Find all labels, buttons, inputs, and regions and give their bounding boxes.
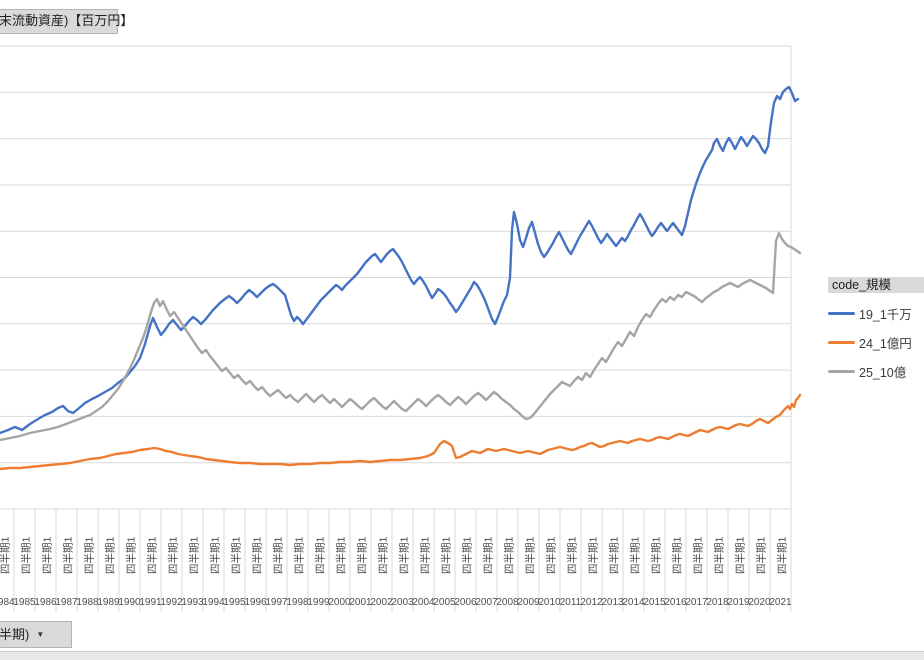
x-axis-year-label: 2010: [538, 597, 561, 608]
x-axis-quarter-label: 四半期1: [734, 537, 747, 574]
x-axis-quarter-label: 四半期1: [503, 537, 516, 574]
legend-item: 25_10億: [828, 364, 907, 380]
x-axis-year-label: 1991: [139, 597, 162, 608]
x-axis-year-label: 2005: [433, 597, 456, 608]
x-axis-quarter-label: 四半期1: [356, 537, 369, 574]
x-axis-quarter-label: 四半期1: [566, 537, 579, 574]
x-axis-year-label: 2017: [685, 597, 708, 608]
value-field-button[interactable]: 末流動資産)【百万円】: [0, 9, 133, 34]
legend-item: 19_1千万: [828, 306, 912, 322]
x-axis-quarter-label: 四半期1: [545, 537, 558, 574]
x-axis-year-label: 2020: [748, 597, 771, 608]
x-axis-quarter-label: 四半期1: [20, 537, 33, 574]
x-axis-quarter-label: 四半期1: [440, 537, 453, 574]
x-axis-year-label: 2014: [622, 597, 645, 608]
x-axis-quarter-label: 四半期1: [230, 537, 243, 574]
x-axis-quarter-label: 四半期1: [272, 537, 285, 574]
x-axis-year-label: 2006: [454, 597, 477, 608]
legend-line-swatch: [828, 369, 855, 373]
x-axis-quarter-label: 四半期1: [125, 537, 138, 574]
x-axis-year-label: 1994: [202, 597, 225, 608]
x-axis-year-label: 2000: [328, 597, 351, 608]
legend-item-label: 19_1千万: [859, 307, 912, 322]
x-axis-year-label: 1987: [55, 597, 78, 608]
x-axis-year-label: 2016: [664, 597, 687, 608]
legend-line-swatch: [828, 340, 855, 344]
x-axis-year-label: 2007: [475, 597, 498, 608]
x-axis-year-label: 1995: [223, 597, 246, 608]
x-axis-year-label: 2004: [412, 597, 435, 608]
x-axis-quarter-label: 四半期1: [587, 537, 600, 574]
x-axis-year-label: 1990: [118, 597, 141, 608]
x-axis-year-label: 2001: [349, 597, 372, 608]
x-axis-quarter-label: 四半期1: [314, 537, 327, 574]
x-axis-year-label: 2015: [643, 597, 666, 608]
x-axis-year-label: 2002: [370, 597, 393, 608]
x-axis-year-label: 1999: [307, 597, 330, 608]
x-axis-quarter-label: 四半期1: [398, 537, 411, 574]
x-axis-year-label: 1986: [34, 597, 57, 608]
dropdown-arrow-icon: ▼: [36, 629, 45, 639]
x-axis-year-label: 1997: [265, 597, 288, 608]
x-axis-year-label: 1996: [244, 597, 267, 608]
x-axis-quarter-label: 四半期1: [608, 537, 621, 574]
x-axis-quarter-label: 四半期1: [62, 537, 75, 574]
x-axis-year-label: 1989: [97, 597, 120, 608]
x-axis-year-label: 2003: [391, 597, 414, 608]
x-axis-year-label: 1993: [181, 597, 204, 608]
x-axis-quarter-label: 四半期1: [251, 537, 264, 574]
x-axis-quarter-label: 四半期1: [482, 537, 495, 574]
legend-line-swatch: [828, 311, 855, 315]
x-axis-year-label: 1985: [13, 597, 36, 608]
x-axis-quarter-label: 四半期1: [419, 537, 432, 574]
window-edge-strip: [0, 651, 924, 660]
legend-item: 24_1億円: [828, 335, 912, 351]
x-axis-quarter-label: 四半期1: [692, 537, 705, 574]
x-axis-quarter-label: 四半期1: [713, 537, 726, 574]
legend-item-label: 24_1億円: [859, 336, 912, 351]
x-axis-quarter-label: 四半期1: [461, 537, 474, 574]
x-axis-year-label: 2008: [496, 597, 519, 608]
chart-legend: code_規模 19_1千万 24_1億円 25_10億: [828, 277, 924, 380]
x-axis-quarter-label: 四半期1: [146, 537, 159, 574]
x-axis-year-label: 2021: [769, 597, 792, 608]
x-axis-quarter-label: 四半期1: [104, 537, 117, 574]
x-axis-year-label: 1992: [160, 597, 183, 608]
x-axis-year-label: 2018: [706, 597, 729, 608]
x-axis-year-label: 2009: [517, 597, 540, 608]
series-line-19_1千万: [0, 85, 800, 435]
x-axis-quarter-label: 四半期1: [377, 537, 390, 574]
legend-field-button[interactable]: code_規模: [828, 277, 924, 293]
x-axis-quarter-label: 四半期1: [524, 537, 537, 574]
legend-item-label: 25_10億: [859, 365, 907, 380]
x-axis-quarter-label: 四半期1: [776, 537, 789, 574]
series-line-25_10億: [0, 231, 802, 442]
axis-field-label: 半期): [0, 626, 30, 642]
x-axis-quarter-label: 四半期1: [671, 537, 684, 574]
x-axis-year-label: 2019: [727, 597, 750, 608]
x-axis-year-label: 1998: [286, 597, 309, 608]
axis-field-filter-button[interactable]: 半期) ▼: [0, 621, 72, 648]
series-line-24_1億円: [0, 393, 802, 471]
x-axis-quarter-label: 四半期1: [629, 537, 642, 574]
x-axis-quarter-label: 四半期1: [0, 537, 12, 574]
x-axis-quarter-label: 四半期1: [335, 537, 348, 574]
x-axis-quarter-label: 四半期1: [41, 537, 54, 574]
x-axis-quarter-label: 四半期1: [188, 537, 201, 574]
x-axis-quarter-label: 四半期1: [209, 537, 222, 574]
x-axis-quarter-label: 四半期1: [650, 537, 663, 574]
x-axis-quarter-label: 四半期1: [755, 537, 768, 574]
x-axis-quarter-label: 四半期1: [167, 537, 180, 574]
x-axis-year-label: 1988: [76, 597, 99, 608]
x-axis-year-label: 2011: [560, 597, 582, 608]
x-axis-quarter-label: 四半期1: [83, 537, 96, 574]
x-axis-quarter-label: 四半期1: [293, 537, 306, 574]
x-axis-year-label: 2013: [601, 597, 624, 608]
x-axis-year-label: 2012: [580, 597, 603, 608]
